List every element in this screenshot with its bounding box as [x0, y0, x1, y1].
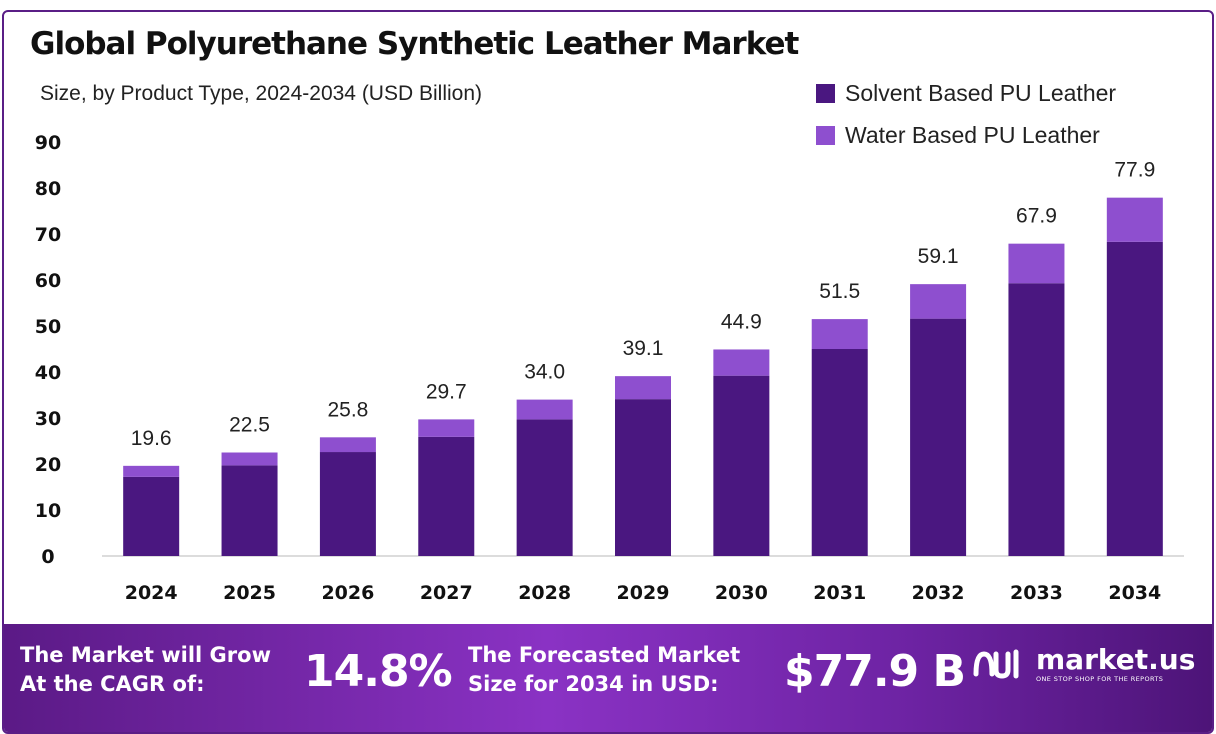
bar-total-label: 51.5 — [819, 280, 860, 303]
bar-segment-water — [1106, 197, 1163, 242]
bar-segment-solvent — [516, 419, 573, 556]
bar-segment-solvent — [910, 318, 967, 556]
bar-segment-solvent — [713, 375, 770, 556]
forecast-label: The Forecasted Market Size for 2034 in U… — [468, 641, 740, 699]
cagr-label: The Market will Grow At the CAGR of: — [20, 641, 271, 699]
legend-swatch-solvent — [816, 83, 835, 103]
bar-total-label: 25.8 — [327, 398, 368, 421]
x-tick-label: 2028 — [518, 582, 571, 604]
bar-segment-solvent — [221, 465, 278, 556]
y-tick-label: 30 — [35, 408, 61, 430]
bar-segment-solvent — [1008, 283, 1065, 556]
brand-logo: market.us ONE STOP SHOP FOR THE REPORTS — [970, 644, 1195, 684]
bar-segment-solvent — [811, 349, 868, 556]
legend-swatch-water — [816, 125, 835, 145]
bar-segment-water — [319, 437, 376, 453]
bar-segment-water — [713, 349, 770, 376]
x-tick-label: 2030 — [715, 582, 768, 604]
brand-text: market.us ONE STOP SHOP FOR THE REPORTS — [1036, 643, 1196, 684]
bar-total-label: 44.9 — [721, 310, 762, 333]
legend-label-water: Water Based PU Leather — [845, 121, 1100, 148]
chart-title: Global Polyurethane Synthetic Leather Ma… — [30, 26, 799, 62]
footer-banner: The Market will Grow At the CAGR of: 14.… — [4, 624, 1212, 732]
bar-segment-solvent — [319, 452, 376, 556]
bar-total-label: 77.9 — [1114, 159, 1155, 182]
y-tick-label: 20 — [35, 454, 61, 476]
bar-total-label: 39.1 — [623, 337, 664, 360]
y-tick-label: 10 — [35, 500, 61, 522]
bar-segment-solvent — [123, 476, 180, 556]
bar-segment-water — [910, 284, 967, 319]
x-tick-label: 2026 — [321, 582, 374, 604]
y-tick-label: 60 — [35, 270, 61, 292]
bar-total-label: 34.0 — [524, 361, 565, 384]
x-tick-label: 2032 — [912, 582, 965, 604]
bar-chart: 010203040506070809019.6202422.5202525.82… — [35, 132, 1184, 604]
bar-segment-solvent — [418, 436, 475, 556]
legend-item-solvent: Solvent Based PU Leather — [816, 72, 1116, 114]
x-tick-label: 2029 — [617, 582, 670, 604]
brand-name: market.us — [1036, 643, 1196, 676]
chart-subtitle: Size, by Product Type, 2024-2034 (USD Bi… — [40, 82, 483, 105]
x-tick-label: 2034 — [1108, 582, 1161, 604]
bar-total-label: 29.7 — [426, 380, 467, 403]
bar-segment-water — [221, 452, 278, 466]
y-tick-label: 40 — [35, 362, 61, 384]
x-tick-label: 2027 — [420, 582, 473, 604]
market-us-logo-icon — [973, 649, 1019, 679]
bar-segment-water — [1008, 243, 1065, 284]
chart-frame: Global Polyurethane Synthetic Leather Ma… — [2, 10, 1214, 734]
forecast-value: $77.9 B — [784, 646, 966, 697]
bar-segment-water — [418, 419, 475, 437]
x-tick-label: 2025 — [223, 582, 276, 604]
bar-segment-solvent — [615, 399, 671, 556]
cagr-label-line1: The Market will Grow — [20, 643, 271, 667]
bar-segment-water — [123, 465, 180, 477]
x-tick-label: 2033 — [1010, 582, 1063, 604]
bar-total-label: 67.9 — [1016, 205, 1057, 228]
bar-total-label: 19.6 — [131, 427, 172, 450]
cagr-value: 14.8% — [304, 646, 453, 697]
y-tick-label: 70 — [35, 224, 61, 246]
bar-segment-water — [615, 376, 671, 400]
bar-segment-solvent — [1106, 241, 1163, 556]
forecast-label-line1: The Forecasted Market — [468, 643, 741, 667]
bar-segment-water — [516, 399, 573, 420]
brand-tagline: ONE STOP SHOP FOR THE REPORTS — [1036, 675, 1164, 683]
y-tick-label: 80 — [35, 178, 61, 200]
y-tick-label: 0 — [41, 546, 54, 568]
bar-segment-water — [811, 319, 868, 349]
legend-label-solvent: Solvent Based PU Leather — [845, 79, 1117, 106]
bar-total-label: 22.5 — [229, 414, 270, 437]
x-tick-label: 2024 — [125, 582, 178, 604]
chart-legend: Solvent Based PU Leather Water Based PU … — [816, 72, 1116, 156]
y-tick-label: 90 — [35, 132, 61, 154]
forecast-label-line2: Size for 2034 in USD: — [468, 672, 719, 696]
cagr-label-line2: At the CAGR of: — [20, 672, 205, 696]
x-tick-label: 2031 — [813, 582, 866, 604]
bar-total-label: 59.1 — [918, 245, 959, 268]
legend-item-water: Water Based PU Leather — [816, 114, 1116, 156]
y-tick-label: 50 — [35, 316, 61, 338]
